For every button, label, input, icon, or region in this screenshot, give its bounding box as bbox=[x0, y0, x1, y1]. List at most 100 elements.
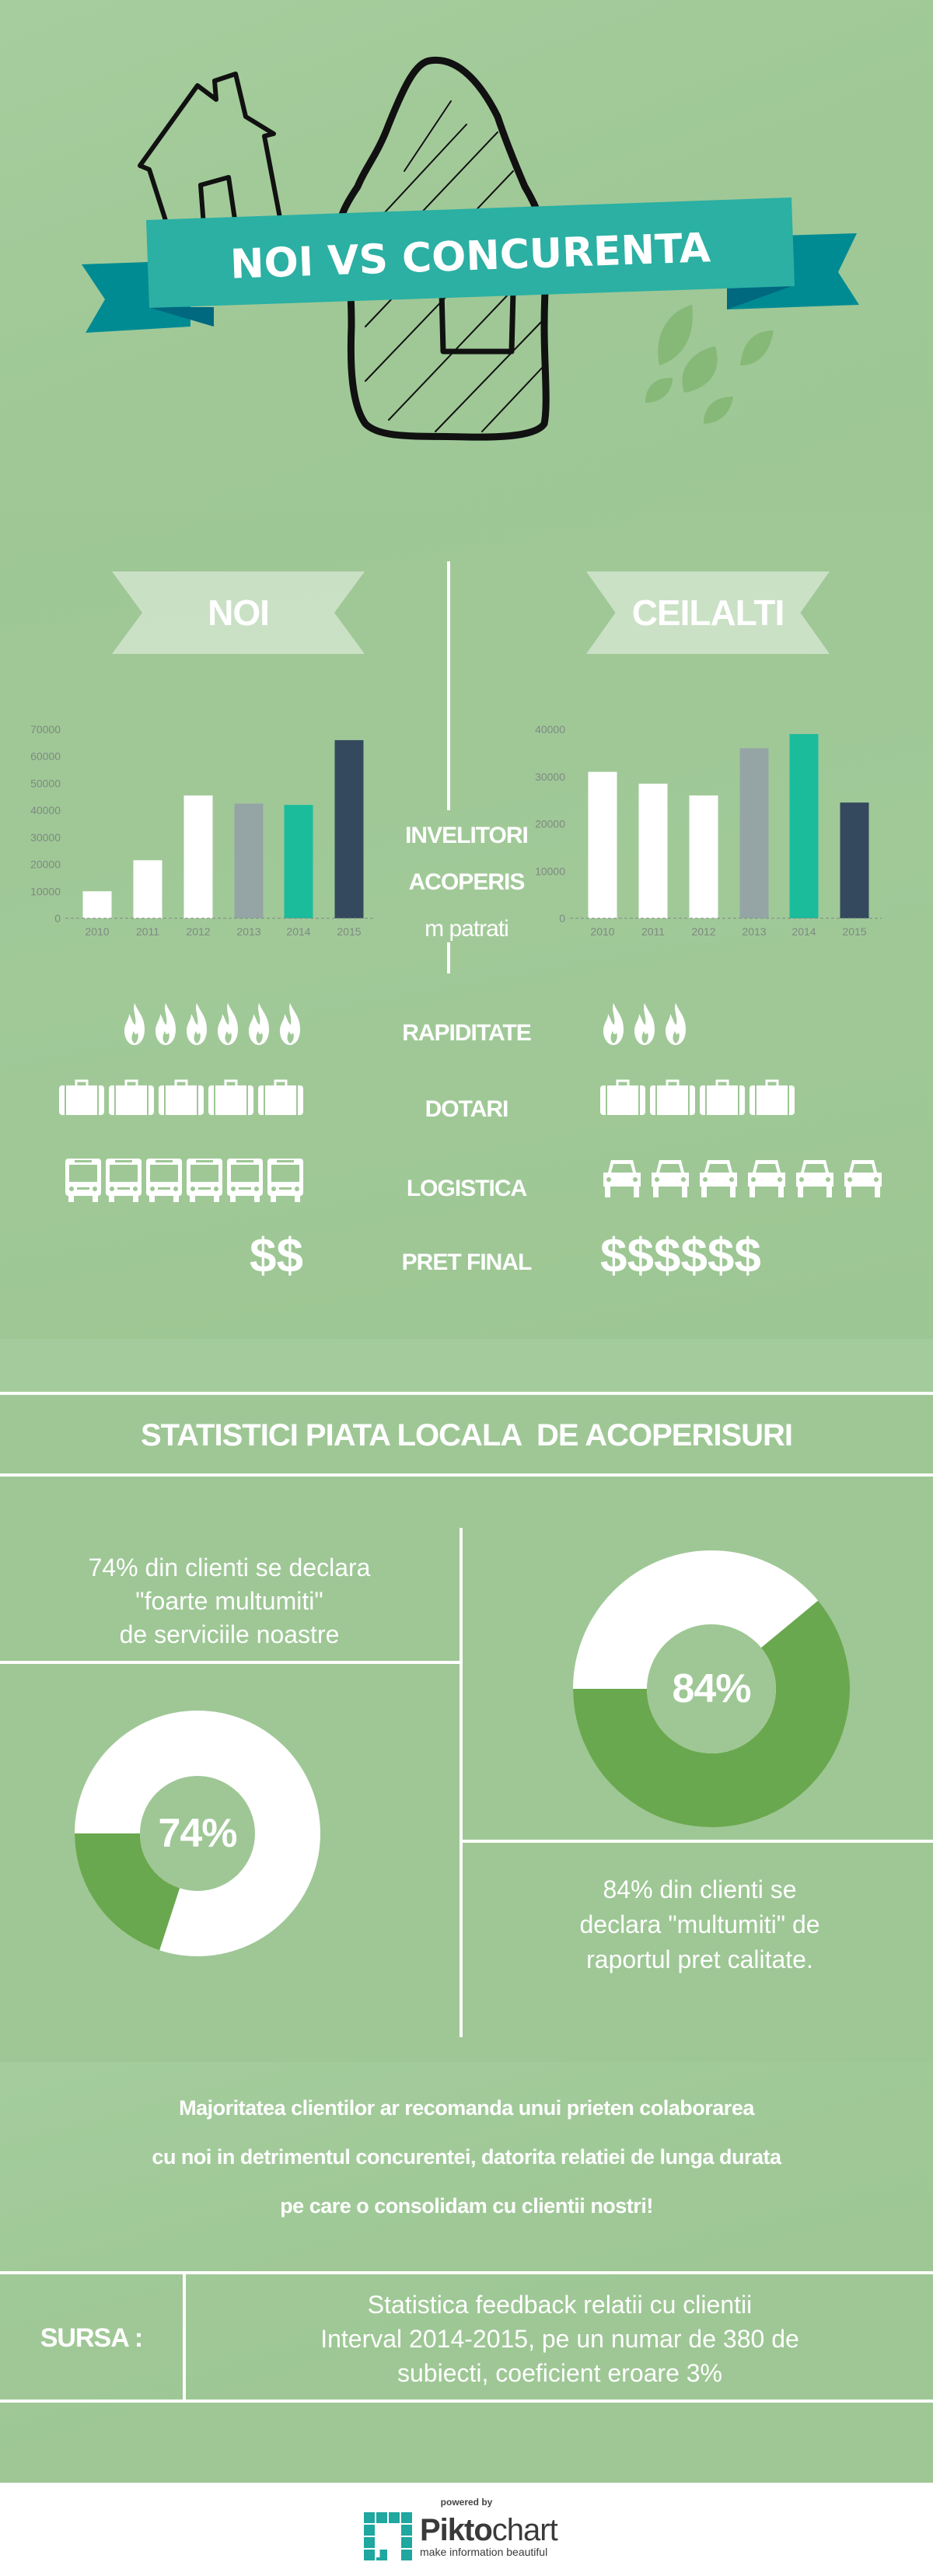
left-logistica-rating bbox=[65, 1159, 303, 1206]
divider bbox=[0, 1392, 933, 1395]
bar-2013 bbox=[739, 748, 769, 918]
bar-2014 bbox=[284, 805, 313, 918]
x-tick-label: 2014 bbox=[286, 925, 310, 938]
source-text: Statistica feedback relatii cu clientii … bbox=[320, 2291, 799, 2387]
flame-icon bbox=[121, 1003, 148, 1049]
divider bbox=[0, 2271, 933, 2274]
suitcase-icon bbox=[650, 1079, 695, 1119]
car-icon bbox=[600, 1159, 644, 1201]
divider bbox=[0, 1661, 460, 1664]
flame-icon bbox=[631, 1003, 658, 1049]
car-icon bbox=[841, 1159, 885, 1201]
bus-icon bbox=[187, 1159, 222, 1206]
bar-2010 bbox=[82, 891, 112, 918]
noi-ribbon: NOI bbox=[112, 571, 365, 654]
x-tick-label: 2014 bbox=[791, 925, 816, 938]
bar-2011 bbox=[638, 783, 668, 918]
brand-light: chart bbox=[491, 2513, 558, 2547]
y-tick-label: 0 bbox=[54, 912, 61, 924]
background-band bbox=[0, 1339, 933, 1393]
flame-icon bbox=[152, 1003, 179, 1049]
bar-2013 bbox=[234, 803, 264, 918]
brand-tagline: make information beautiful bbox=[420, 2546, 548, 2558]
row-label: PRET FINAL bbox=[0, 1243, 933, 1282]
row-label: LOGISTICA bbox=[0, 1169, 933, 1208]
x-tick-label: 2012 bbox=[691, 925, 715, 938]
suitcase-icon bbox=[750, 1079, 795, 1119]
footer: powered by Piktochart make information b… bbox=[0, 2483, 933, 2576]
ceilalti-ribbon: CEILALTI bbox=[586, 571, 830, 654]
right-dotari-rating bbox=[600, 1079, 795, 1119]
car-icon bbox=[745, 1159, 788, 1201]
x-tick-label: 2015 bbox=[842, 925, 866, 938]
left-rapiditate-rating bbox=[121, 1003, 303, 1049]
y-tick-label: 10000 bbox=[535, 865, 565, 877]
metric-label: INVELITORI ACOPERIS m patrati bbox=[405, 823, 529, 942]
car-icon bbox=[697, 1159, 740, 1201]
divider bbox=[460, 1528, 463, 2037]
row-label: RAPIDITATE bbox=[0, 1014, 933, 1053]
x-tick-label: 2012 bbox=[186, 925, 210, 938]
right-pret-final-rating: $$$$$$ bbox=[600, 1232, 761, 1281]
bar-2015 bbox=[334, 739, 364, 918]
price-dollar-signs: $$ bbox=[250, 1229, 303, 1283]
bar-2012 bbox=[689, 795, 718, 918]
bar-2014 bbox=[789, 734, 819, 918]
x-tick-label: 2010 bbox=[85, 925, 109, 938]
suitcase-icon bbox=[109, 1079, 154, 1119]
y-tick-label: 20000 bbox=[535, 818, 565, 830]
bus-icon bbox=[227, 1159, 263, 1206]
right-logistica-rating bbox=[600, 1159, 885, 1201]
piktochart-logo-icon bbox=[364, 2512, 412, 2560]
suitcase-icon bbox=[258, 1079, 303, 1119]
bar-2015 bbox=[840, 802, 869, 918]
row-label-text: PRET FINAL bbox=[401, 1250, 533, 1275]
donut-label-84: 84% bbox=[672, 1666, 751, 1711]
bar-2010 bbox=[588, 771, 617, 918]
suitcase-icon bbox=[159, 1079, 204, 1119]
x-tick-label: 2011 bbox=[136, 925, 159, 938]
right-rapiditate-rating bbox=[600, 1003, 689, 1049]
y-tick-label: 20000 bbox=[30, 858, 61, 871]
source-label: SURSA : bbox=[40, 2323, 144, 2353]
bus-icon bbox=[267, 1159, 303, 1206]
bar-2011 bbox=[133, 860, 162, 918]
powered-by-text: powered by bbox=[440, 2497, 493, 2508]
suitcase-icon bbox=[59, 1079, 104, 1119]
y-tick-label: 0 bbox=[559, 912, 565, 924]
donut-label-74: 74% bbox=[158, 1811, 237, 1856]
x-tick-label: 2015 bbox=[337, 925, 361, 938]
car-icon bbox=[648, 1159, 692, 1201]
bar-2012 bbox=[183, 795, 213, 918]
price-dollar-signs: $$$$$$ bbox=[600, 1229, 761, 1283]
y-tick-label: 40000 bbox=[30, 804, 61, 816]
y-tick-label: 10000 bbox=[30, 885, 61, 897]
banner-main bbox=[146, 197, 795, 308]
stat-text-right: 84% din clienti se declara "multumiti" d… bbox=[579, 1875, 820, 1973]
flame-icon bbox=[246, 1003, 272, 1049]
flame-icon bbox=[215, 1003, 241, 1049]
flame-icon bbox=[600, 1003, 627, 1049]
brand-bold: Pikto bbox=[420, 2513, 493, 2547]
row-label: DOTARI bbox=[0, 1090, 933, 1129]
y-tick-label: 70000 bbox=[30, 723, 61, 736]
divider bbox=[0, 2399, 933, 2403]
left-pret-final-rating: $$ bbox=[250, 1232, 303, 1281]
center-divider bbox=[447, 942, 450, 973]
leaves-icon bbox=[645, 305, 774, 424]
piktochart-logo-link[interactable]: Piktochart make information beautiful bbox=[364, 2512, 558, 2560]
x-tick-label: 2013 bbox=[236, 925, 260, 938]
x-tick-label: 2011 bbox=[641, 925, 665, 938]
flame-icon bbox=[662, 1003, 689, 1049]
row-label-text: LOGISTICA bbox=[406, 1176, 527, 1201]
divider bbox=[463, 1840, 933, 1843]
title-banner bbox=[82, 197, 859, 333]
flame-icon bbox=[183, 1003, 210, 1049]
recommendation-text: Majoritatea clientilor ar recomanda unui… bbox=[152, 2096, 781, 2218]
car-icon bbox=[793, 1159, 837, 1201]
suitcase-icon bbox=[600, 1079, 645, 1119]
suitcase-icon bbox=[700, 1079, 745, 1119]
y-tick-label: 30000 bbox=[30, 831, 61, 844]
bus-icon bbox=[146, 1159, 182, 1206]
flame-icon bbox=[277, 1003, 303, 1049]
